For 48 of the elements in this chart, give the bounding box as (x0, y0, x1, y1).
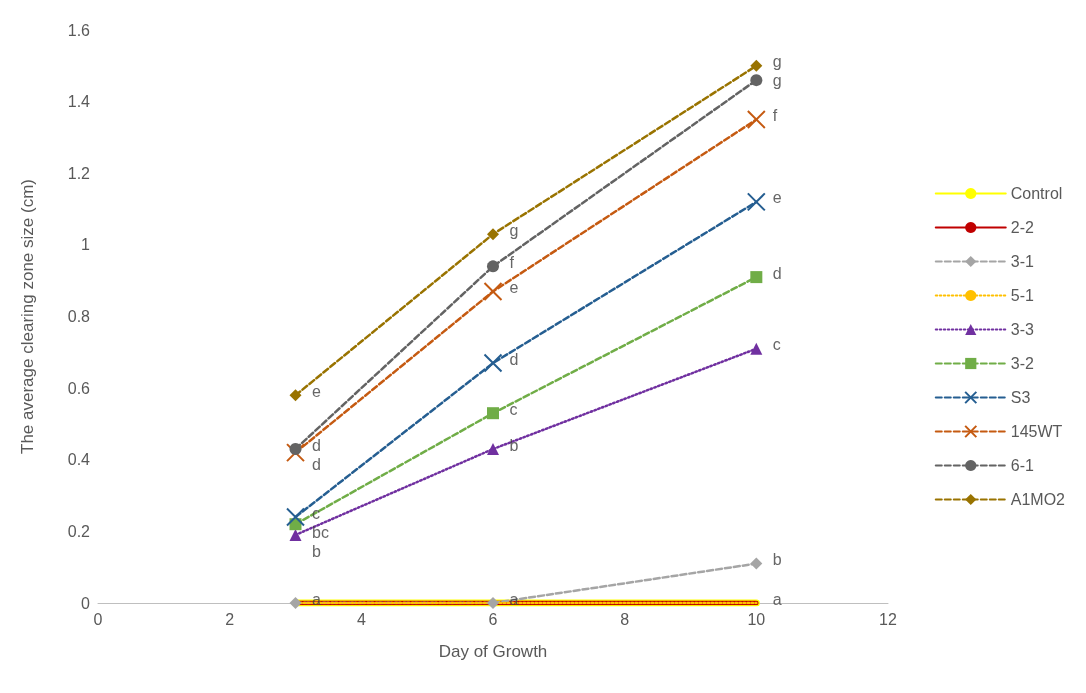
annotation: d (312, 455, 321, 473)
annotation: a (312, 590, 321, 608)
annotation: f (772, 107, 778, 125)
legend-label: 6-1 (1010, 457, 1034, 474)
annotation: bc (312, 523, 329, 541)
annotation: b (772, 551, 782, 569)
x-axis-title: Day of Growth (438, 642, 548, 661)
legend-label: 145WT (1010, 423, 1063, 440)
legend-label: 5-1 (1010, 287, 1034, 304)
y-tick-label: 0 (81, 594, 91, 612)
y-tick-label: 0.6 (67, 379, 91, 397)
annotation: g (772, 72, 782, 90)
legend-label: S3 (1010, 389, 1031, 406)
legend-label: Control (1010, 185, 1063, 202)
annotation: a (509, 590, 519, 608)
annotation: g (509, 221, 519, 239)
annotation: e (509, 278, 519, 296)
annotation: c (509, 400, 518, 418)
x-tick-label: 2 (225, 610, 235, 628)
legend-label: 3-2 (1010, 355, 1034, 372)
x-tick-label: 12 (879, 610, 897, 628)
x-tick-label: 0 (93, 610, 103, 628)
annotation: e (772, 189, 782, 207)
legend-label: 2-2 (1010, 219, 1034, 236)
annotation: b (312, 542, 321, 560)
y-tick-label: 1.6 (67, 21, 91, 39)
annotation: d (312, 436, 321, 454)
y-axis-title: The average clearing zone size (cm) (18, 179, 37, 454)
legend-label: 3-3 (1010, 321, 1034, 338)
annotation: a (772, 590, 782, 608)
x-tick-label: 8 (620, 610, 630, 628)
x-tick-label: 6 (488, 610, 498, 628)
y-tick-label: 0.4 (67, 451, 91, 469)
legend-label: A1MO2 (1010, 491, 1066, 508)
annotation: d (772, 264, 782, 282)
y-tick-label: 0.8 (67, 308, 91, 325)
annotation: g (772, 53, 782, 71)
legend-label: 3-1 (1010, 253, 1034, 270)
x-tick-label: 10 (747, 610, 766, 628)
y-tick-label: 1.4 (67, 93, 91, 111)
annotation: f (509, 253, 515, 271)
annotation: c (772, 336, 781, 354)
x-tick-label: 4 (356, 610, 366, 628)
annotation: d (509, 350, 519, 368)
y-tick-label: 1 (81, 236, 91, 254)
y-tick-label: 0.2 (67, 522, 91, 540)
y-tick-label: 1.2 (67, 164, 91, 182)
annotation: e (312, 382, 321, 400)
